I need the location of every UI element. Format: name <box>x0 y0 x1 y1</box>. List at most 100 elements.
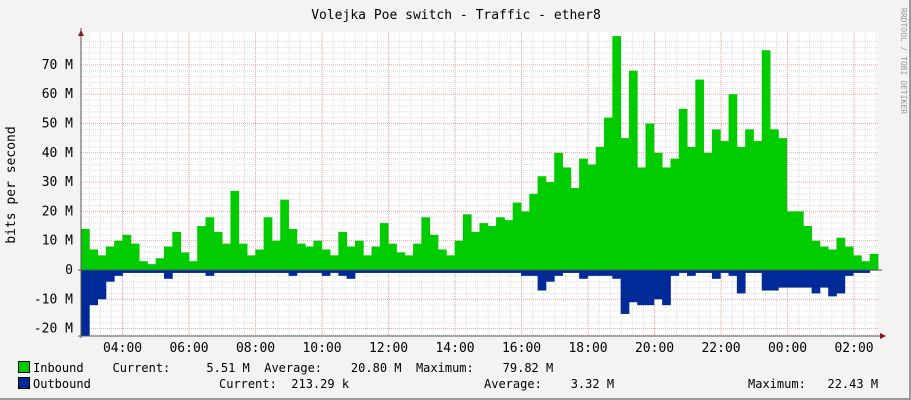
outbound-bar <box>521 270 530 276</box>
inbound-bar <box>869 253 879 270</box>
outbound-average: 3.32 M <box>570 377 615 391</box>
outbound-bar <box>429 270 439 273</box>
inbound-bar <box>462 214 472 270</box>
outbound-maximum: 22.43 M <box>827 377 879 391</box>
inbound-bar <box>213 231 223 270</box>
outbound-bar <box>213 270 223 273</box>
outbound-bar <box>803 270 812 288</box>
legend-label: Current: <box>112 361 171 375</box>
outbound-bar <box>230 270 240 273</box>
outbound-bar <box>388 270 397 273</box>
inbound-current: 5.51 M <box>206 361 250 375</box>
outbound-bar <box>462 270 472 273</box>
inbound-bar <box>811 240 821 270</box>
inbound-bar <box>197 226 206 270</box>
outbound-bar <box>188 270 198 273</box>
inbound-bar <box>512 202 522 270</box>
watermark: RRDTOOL / TOBI OETIKER <box>899 8 908 114</box>
inbound-bar <box>305 246 314 270</box>
inbound-bar <box>371 246 381 270</box>
outbound-bar <box>396 270 406 273</box>
outbound-bar <box>413 270 422 273</box>
y-tick-label: -10 M <box>34 292 73 307</box>
inbound-bar <box>230 190 240 270</box>
inbound-bar <box>421 217 431 270</box>
inbound-bar <box>637 167 646 270</box>
inbound-bar <box>612 36 622 271</box>
x-tick-label: 08:00 <box>236 341 275 356</box>
outbound-bar <box>579 270 588 279</box>
outbound-bar <box>338 270 348 276</box>
outbound-bar <box>570 270 580 273</box>
outbound-bar <box>487 270 497 273</box>
inbound-bar <box>280 199 289 270</box>
outbound-bar <box>371 270 381 273</box>
outbound-bar <box>620 270 630 314</box>
outbound-bar <box>537 270 547 291</box>
legend-label: Maximum: <box>748 377 806 391</box>
outbound-bar <box>794 270 804 288</box>
inbound-bar <box>89 249 99 270</box>
outbound-bar <box>263 270 273 273</box>
inbound-bar <box>703 152 713 270</box>
outbound-bar <box>479 270 489 273</box>
y-tick-label: 20 M <box>42 204 73 219</box>
y-tick-label: 70 M <box>42 58 73 73</box>
outbound-bar <box>130 270 140 273</box>
inbound-bar <box>736 146 746 270</box>
y-tick-label: 30 M <box>42 175 73 190</box>
inbound-bar <box>662 167 671 270</box>
inbound-bar <box>130 243 140 270</box>
inbound-bar <box>529 193 539 270</box>
legend-outbound: Outbound Current: 213.29 k Average: 3.32 M… <box>18 377 898 391</box>
inbound-bar <box>139 261 148 270</box>
inbound-bar <box>222 243 231 270</box>
x-tick-label: 04:00 <box>103 341 142 356</box>
inbound-bar <box>180 252 190 270</box>
inbound-bar <box>454 240 464 270</box>
inbound-bar <box>695 79 705 270</box>
inbound-bar <box>562 167 572 270</box>
outbound-bar <box>595 270 605 276</box>
inbound-bar <box>728 94 738 270</box>
inbound-bar <box>479 223 489 270</box>
inbound-bar <box>429 234 439 270</box>
outbound-bar <box>238 270 248 273</box>
inbound-bar <box>81 228 90 270</box>
y-tick-label: 10 M <box>42 234 73 249</box>
outbound-bar <box>97 270 107 300</box>
y-axis-label: bits per second <box>4 126 19 243</box>
inbound-bar <box>504 220 514 270</box>
outbound-bar <box>786 270 796 288</box>
inbound-bar <box>296 243 306 270</box>
inbound-bar <box>271 240 281 270</box>
outbound-bar <box>271 270 281 273</box>
inbound-bar <box>844 246 854 270</box>
outbound-bar <box>736 270 746 294</box>
inbound-bar <box>354 240 364 270</box>
outbound-bar <box>861 270 871 273</box>
legend-label: Average: <box>484 377 542 391</box>
inbound-average: 20.80 M <box>350 361 402 375</box>
inbound-bar <box>97 255 107 270</box>
outbound-bar <box>247 270 256 273</box>
outbound-bar <box>844 270 854 276</box>
inbound-bar <box>255 249 265 270</box>
outbound-bar <box>404 270 414 273</box>
inbound-bar <box>579 158 588 270</box>
inbound-bar <box>711 129 721 270</box>
outbound-bar <box>512 270 522 273</box>
x-tick-label: 06:00 <box>169 341 208 356</box>
outbound-bar <box>147 270 157 273</box>
inbound-bar <box>753 141 763 270</box>
outbound-bar <box>305 270 314 273</box>
inbound-swatch <box>18 361 30 373</box>
legend-label: Average: <box>264 361 323 375</box>
outbound-bar <box>587 270 597 276</box>
outbound-bar <box>446 270 455 273</box>
inbound-bar <box>496 217 505 270</box>
outbound-bar <box>180 270 190 273</box>
outbound-bar <box>172 270 182 273</box>
inbound-bar <box>778 138 788 270</box>
